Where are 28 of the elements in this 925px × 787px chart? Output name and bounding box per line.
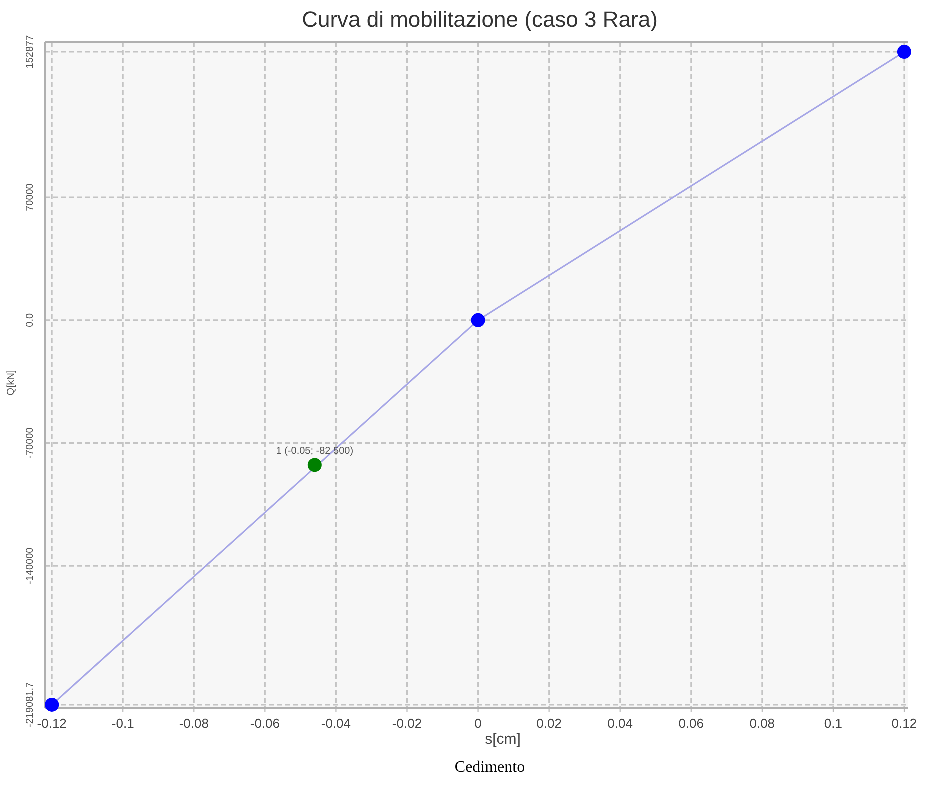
x-tick-label: 0.06 (678, 716, 704, 731)
y-tick-label: 70000 (25, 183, 36, 212)
x-tick-label: -0.04 (321, 716, 352, 731)
point (471, 313, 486, 328)
x-tick-label: -0.08 (179, 716, 209, 731)
x-tick-label: 0 (474, 716, 482, 731)
y-tick-label: -140000 (25, 547, 36, 585)
y-axis-title: Q[kN] (6, 370, 17, 396)
y-tick-label: -70000 (25, 427, 36, 459)
x-axis-title: s[cm] (485, 731, 521, 748)
point (45, 698, 60, 712)
x-tick-label: 0.08 (750, 716, 776, 731)
x-tick-label: -0.06 (250, 716, 280, 731)
x-tick-label: 0.04 (608, 716, 633, 731)
y-tick-label: 0.0 (25, 313, 36, 328)
chart-title: Curva di mobilitazione (caso 3 Rara) (302, 7, 658, 32)
annotation: 1 (-0.05; -82 500) (276, 446, 354, 458)
point (308, 458, 322, 472)
y-tick-label: -219081.7 (25, 682, 36, 728)
point (897, 45, 912, 60)
y-tick-label: 152877 (25, 34, 36, 69)
x-tick-label: 0.12 (892, 716, 918, 731)
x-tick-label: 0.02 (536, 716, 562, 731)
x-tick-label: -0.02 (392, 716, 422, 731)
text: Cedimento (454, 759, 526, 776)
x-tick-label: -0.1 (112, 716, 134, 731)
x-tick-label: 0.1 (824, 716, 842, 731)
x-tick-label: -0.12 (37, 716, 67, 731)
